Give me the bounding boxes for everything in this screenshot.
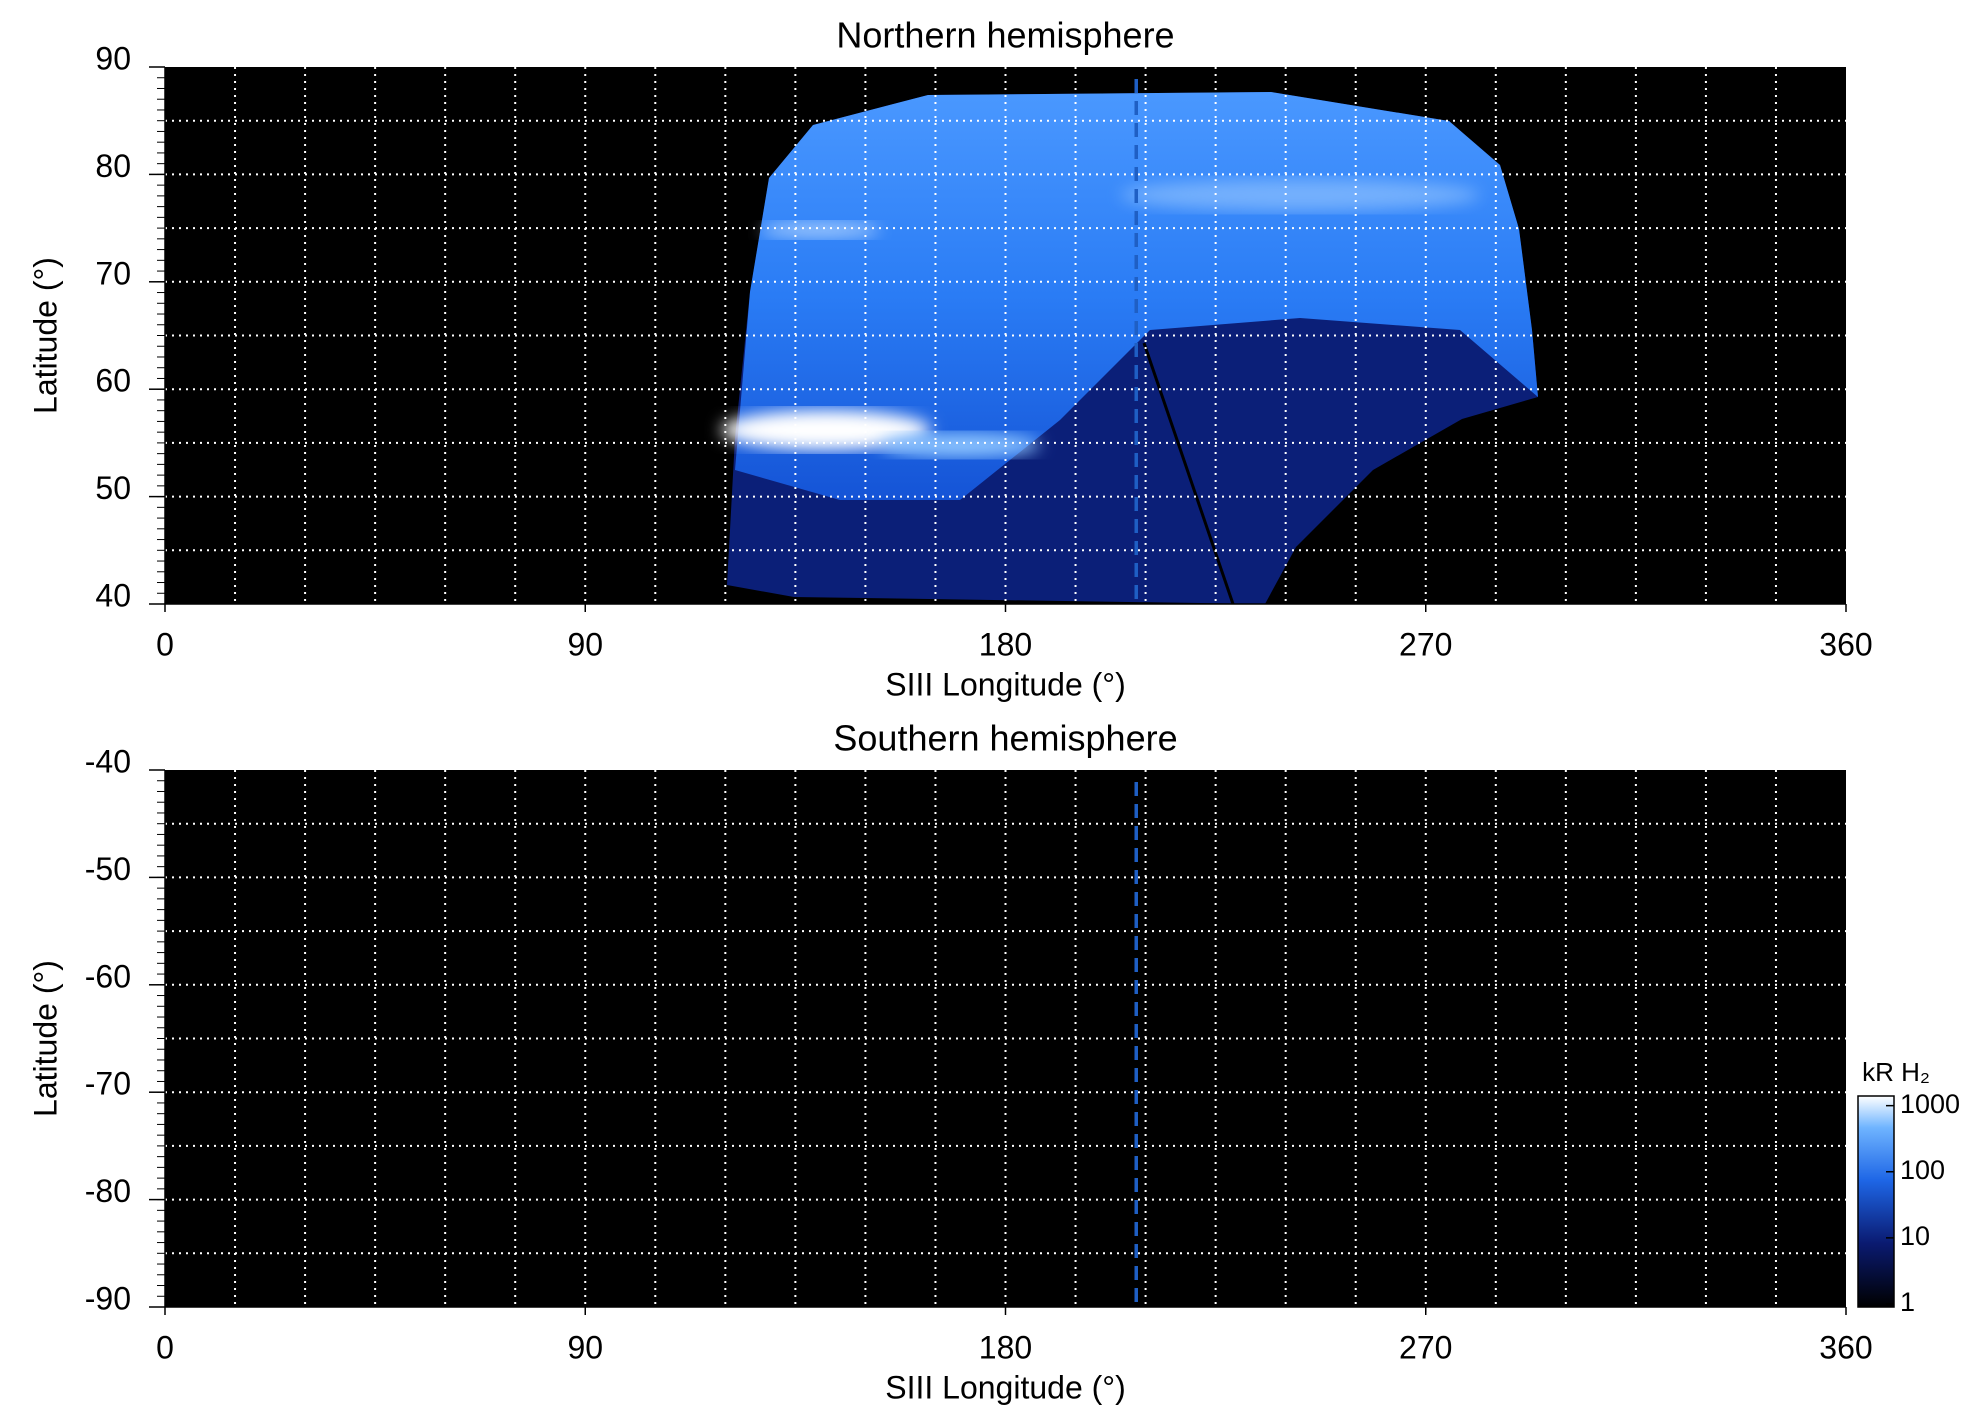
colorbar-label: kR H₂ [1862,1057,1930,1087]
y-tick-label: -70 [85,1066,131,1102]
y-axis-label: Latitude (°) [27,257,63,414]
y-tick-label: -40 [85,743,131,779]
x-tick-label: 270 [1399,626,1452,662]
x-axis-label: SIII Longitude (°) [885,666,1125,702]
x-tick-label: 180 [979,1329,1032,1365]
colorbar-tick-label: 1 [1900,1287,1915,1317]
y-tick-label: 60 [95,363,131,399]
x-tick-label: 360 [1819,1329,1872,1365]
y-tick-label: -60 [85,958,131,994]
colorbar-tick-label: 10 [1900,1221,1930,1251]
y-tick-label: -50 [85,851,131,887]
x-tick-label: 360 [1819,626,1872,662]
x-tick-label: 270 [1399,1329,1452,1365]
chart-title: Southern hemisphere [833,718,1177,759]
y-axis-label: Latitude (°) [27,960,63,1117]
x-tick-label: 90 [567,626,603,662]
y-tick-label: -90 [85,1280,131,1316]
chart-title: Northern hemisphere [836,15,1174,56]
y-tick-label: 90 [95,40,131,76]
y-tick-label: 50 [95,470,131,506]
x-axis-label: SIII Longitude (°) [885,1369,1125,1405]
y-tick-label: 80 [95,148,131,184]
x-tick-label: 90 [567,1329,603,1365]
x-tick-label: 180 [979,626,1032,662]
colorbar [1857,1095,1895,1308]
y-tick-label: 70 [95,255,131,291]
y-tick-label: 40 [95,577,131,613]
x-tick-label: 0 [156,1329,174,1365]
y-tick-label: -80 [85,1173,131,1209]
colorbar-tick-label: 100 [1900,1155,1945,1185]
x-tick-label: 0 [156,626,174,662]
colorbar-tick-label: 1000 [1900,1089,1960,1119]
